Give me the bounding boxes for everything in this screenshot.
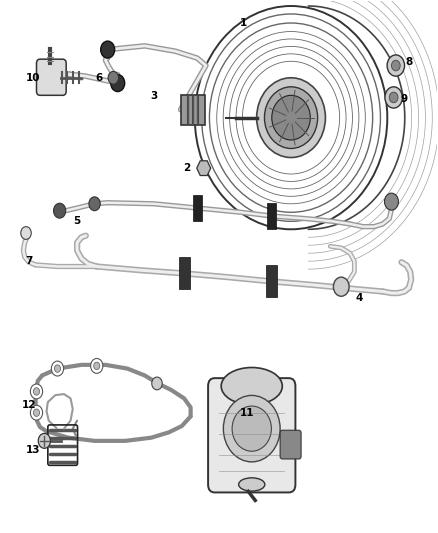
Text: 3: 3 — [150, 91, 157, 101]
Text: 2: 2 — [183, 163, 190, 173]
Ellipse shape — [239, 478, 265, 491]
Ellipse shape — [272, 95, 310, 140]
Circle shape — [111, 75, 125, 92]
Ellipse shape — [257, 78, 325, 158]
Circle shape — [30, 384, 42, 399]
Circle shape — [33, 409, 39, 416]
FancyBboxPatch shape — [36, 59, 66, 95]
Circle shape — [385, 193, 399, 210]
Ellipse shape — [232, 406, 272, 451]
Bar — [266, 265, 277, 297]
Bar — [267, 203, 276, 229]
FancyBboxPatch shape — [280, 430, 301, 459]
Text: 13: 13 — [26, 445, 41, 455]
Text: 6: 6 — [95, 73, 102, 83]
Circle shape — [38, 433, 50, 448]
Circle shape — [385, 87, 403, 108]
Circle shape — [387, 55, 405, 76]
Circle shape — [333, 277, 349, 296]
Circle shape — [108, 71, 119, 84]
Text: 5: 5 — [74, 216, 81, 227]
Bar — [193, 195, 201, 221]
Ellipse shape — [265, 87, 318, 149]
Circle shape — [152, 377, 162, 390]
Polygon shape — [197, 161, 211, 175]
Text: 8: 8 — [405, 57, 413, 67]
Text: 4: 4 — [355, 293, 362, 303]
FancyBboxPatch shape — [180, 95, 205, 125]
Circle shape — [33, 387, 39, 395]
Circle shape — [54, 365, 60, 372]
Text: 12: 12 — [22, 400, 36, 410]
Circle shape — [21, 227, 31, 239]
Text: 1: 1 — [240, 18, 247, 28]
Circle shape — [392, 60, 400, 71]
Circle shape — [94, 362, 100, 369]
Ellipse shape — [221, 368, 283, 405]
Circle shape — [91, 359, 103, 373]
Text: 7: 7 — [25, 256, 33, 266]
Circle shape — [30, 405, 42, 420]
Circle shape — [89, 197, 100, 211]
Circle shape — [101, 41, 115, 58]
Circle shape — [53, 203, 66, 218]
Bar — [179, 257, 190, 289]
Text: 9: 9 — [401, 94, 408, 104]
Text: 10: 10 — [25, 73, 40, 83]
Circle shape — [389, 92, 398, 103]
Ellipse shape — [223, 395, 280, 462]
Text: 11: 11 — [240, 408, 254, 418]
Circle shape — [51, 361, 64, 376]
FancyBboxPatch shape — [208, 378, 295, 492]
